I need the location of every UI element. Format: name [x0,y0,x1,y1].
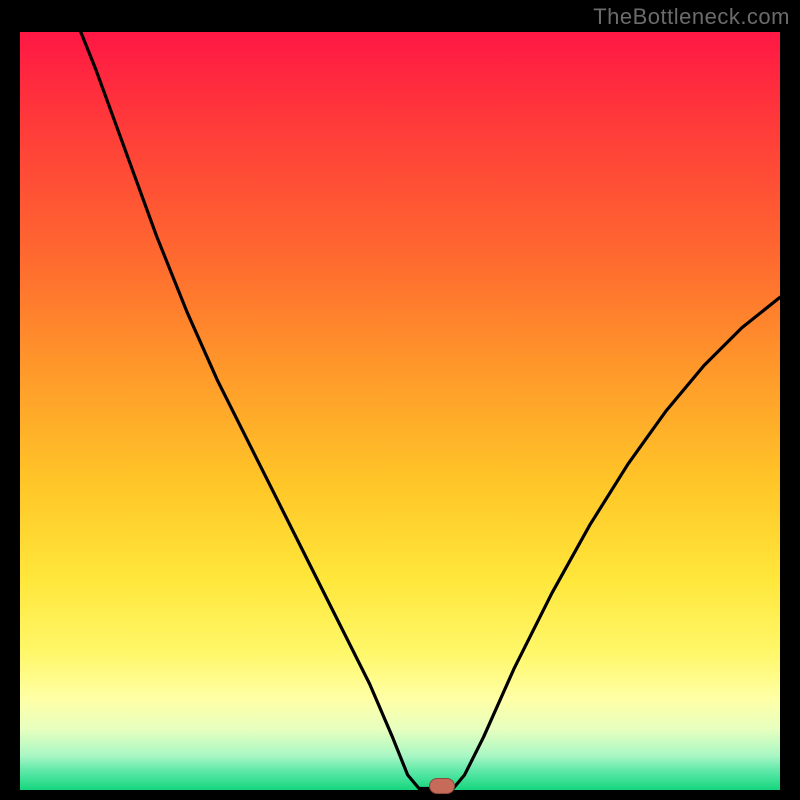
bottleneck-curve [20,32,780,790]
watermark-text: TheBottleneck.com [593,4,790,30]
chart-frame: TheBottleneck.com [0,0,800,800]
minimum-marker [429,778,455,794]
plot-area [20,32,780,790]
